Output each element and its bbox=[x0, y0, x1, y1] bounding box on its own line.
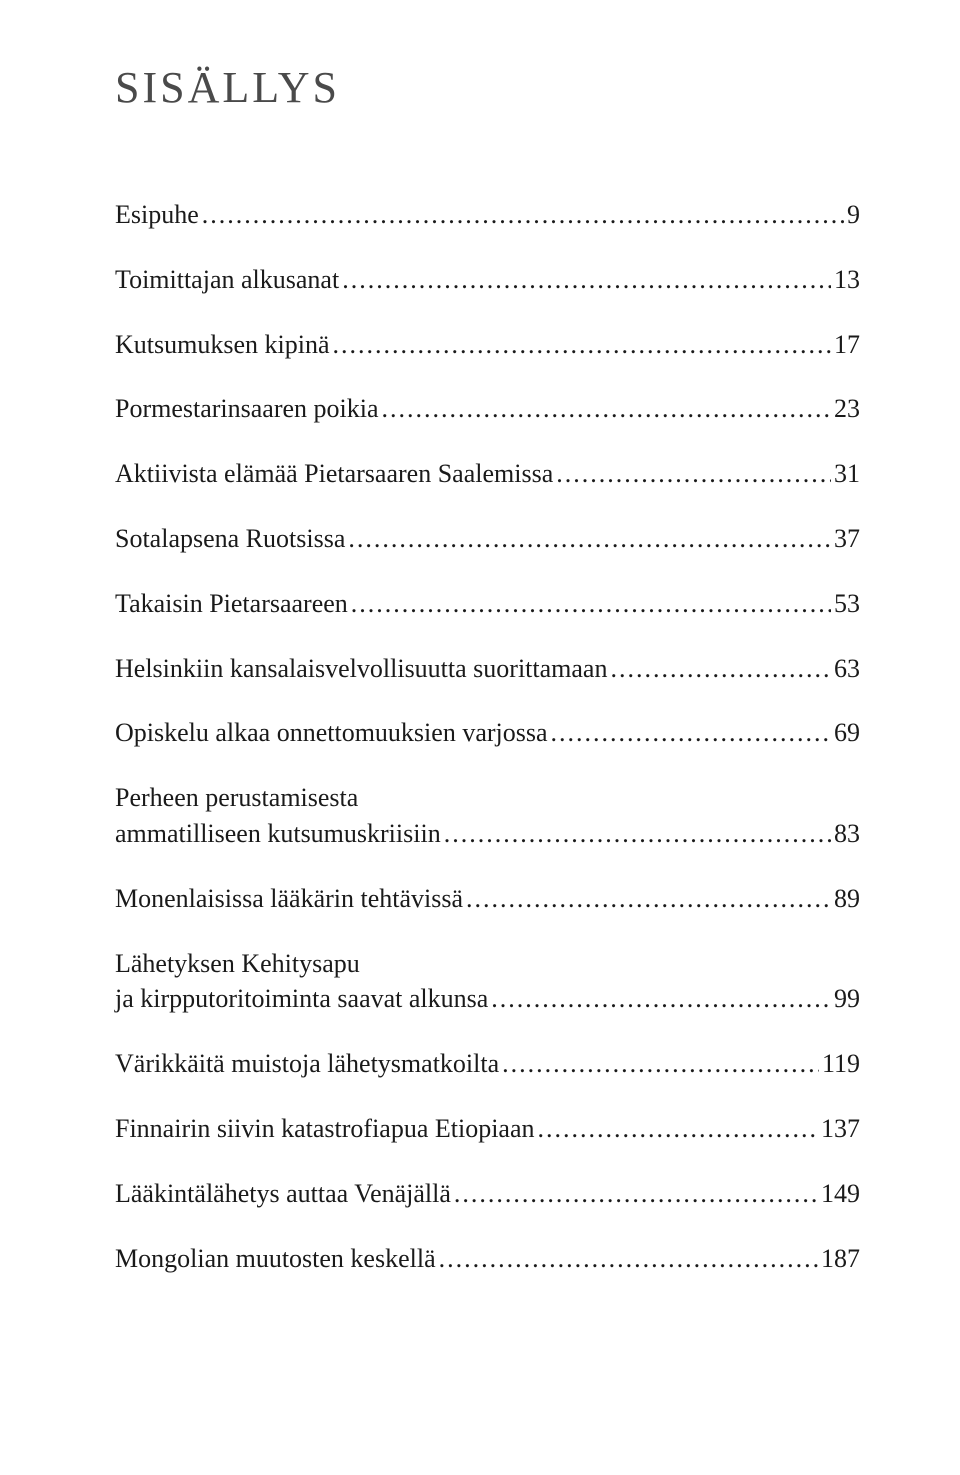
toc-leader bbox=[202, 198, 844, 232]
toc-entry: Toimittajan alkusanat 13 bbox=[115, 263, 860, 297]
toc-leader bbox=[491, 982, 831, 1016]
toc-entry: Esipuhe 9 bbox=[115, 198, 860, 232]
toc-entry: Lääkintälähetys auttaa Venäjällä 149 bbox=[115, 1177, 860, 1211]
toc-label: Mongolian muutosten keskellä bbox=[115, 1242, 436, 1276]
toc-leader bbox=[348, 522, 831, 556]
toc-leader bbox=[466, 882, 831, 916]
toc-label: Aktiivista elämää Pietarsaaren Saalemiss… bbox=[115, 457, 553, 491]
toc-label-line2: ja kirpputoritoiminta saavat alkunsa bbox=[115, 982, 488, 1016]
toc-label: Finnairin siivin katastrofiapua Etiopiaa… bbox=[115, 1112, 535, 1146]
toc-page-number: 149 bbox=[821, 1177, 860, 1211]
toc-leader bbox=[333, 328, 832, 362]
toc-page-number: 31 bbox=[834, 457, 860, 491]
toc-page-number: 63 bbox=[834, 652, 860, 686]
toc-label-line1: Perheen perustamisesta bbox=[115, 781, 860, 815]
toc-page-number: 69 bbox=[834, 716, 860, 750]
toc-leader bbox=[538, 1112, 818, 1146]
toc-leader bbox=[556, 457, 831, 491]
toc-page-number: 99 bbox=[834, 982, 860, 1016]
toc-label: Värikkäitä muistoja lähetysmatkoilta bbox=[115, 1047, 499, 1081]
toc-label-line2: ammatilliseen kutsumuskriisiin bbox=[115, 817, 441, 851]
toc-label: Lääkintälähetys auttaa Venäjällä bbox=[115, 1177, 451, 1211]
toc-entry: Värikkäitä muistoja lähetysmatkoilta 119 bbox=[115, 1047, 860, 1081]
toc-entry: Sotalapsena Ruotsissa 37 bbox=[115, 522, 860, 556]
toc-leader bbox=[502, 1047, 819, 1081]
toc-leader bbox=[444, 817, 831, 851]
toc-page-number: 187 bbox=[821, 1242, 860, 1276]
toc-entry: Kutsumuksen kipinä 17 bbox=[115, 328, 860, 362]
toc-leader bbox=[610, 652, 831, 686]
toc-label: Opiskelu alkaa onnettomuuksien varjossa bbox=[115, 716, 548, 750]
toc-label: Pormestarinsaaren poikia bbox=[115, 392, 379, 426]
toc-page-number: 23 bbox=[834, 392, 860, 426]
toc-label: Sotalapsena Ruotsissa bbox=[115, 522, 345, 556]
toc-entry: Lähetyksen Kehitysapuja kirpputoritoimin… bbox=[115, 947, 860, 1017]
toc-leader bbox=[342, 263, 831, 297]
toc-leader bbox=[351, 587, 831, 621]
toc-label: Helsinkiin kansalaisvelvollisuutta suori… bbox=[115, 652, 607, 686]
toc-label: Esipuhe bbox=[115, 198, 199, 232]
toc-page-number: 83 bbox=[834, 817, 860, 851]
toc-leader bbox=[454, 1177, 818, 1211]
toc-entry: Mongolian muutosten keskellä 187 bbox=[115, 1242, 860, 1276]
toc-label: Toimittajan alkusanat bbox=[115, 263, 339, 297]
toc-entry: Perheen perustamisestaammatilliseen kuts… bbox=[115, 781, 860, 851]
toc-page-number: 53 bbox=[834, 587, 860, 621]
toc-page-number: 119 bbox=[822, 1047, 860, 1081]
toc-entry: Opiskelu alkaa onnettomuuksien varjossa 6… bbox=[115, 716, 860, 750]
toc-entry: Takaisin Pietarsaareen 53 bbox=[115, 587, 860, 621]
toc-page-number: 9 bbox=[847, 198, 860, 232]
toc-label: Takaisin Pietarsaareen bbox=[115, 587, 348, 621]
toc-leader bbox=[382, 392, 831, 426]
toc-entry: Monenlaisissa lääkärin tehtävissä 89 bbox=[115, 882, 860, 916]
toc-leader bbox=[439, 1242, 818, 1276]
toc-leader bbox=[551, 716, 831, 750]
toc-page-number: 89 bbox=[834, 882, 860, 916]
toc-entry: Finnairin siivin katastrofiapua Etiopiaa… bbox=[115, 1112, 860, 1146]
toc-page-number: 17 bbox=[834, 328, 860, 362]
page-title: SISÄLLYS bbox=[115, 62, 860, 113]
toc-entry: Pormestarinsaaren poikia 23 bbox=[115, 392, 860, 426]
toc-page-number: 37 bbox=[834, 522, 860, 556]
toc-page-number: 13 bbox=[834, 263, 860, 297]
table-of-contents: Esipuhe 9 Toimittajan alkusanat 13 Kutsumuks… bbox=[115, 198, 860, 1275]
toc-entry: Aktiivista elämää Pietarsaaren Saalemiss… bbox=[115, 457, 860, 491]
toc-page-number: 137 bbox=[821, 1112, 860, 1146]
toc-label: Kutsumuksen kipinä bbox=[115, 328, 330, 362]
toc-label-line1: Lähetyksen Kehitysapu bbox=[115, 947, 860, 981]
toc-entry: Helsinkiin kansalaisvelvollisuutta suori… bbox=[115, 652, 860, 686]
toc-label: Monenlaisissa lääkärin tehtävissä bbox=[115, 882, 463, 916]
